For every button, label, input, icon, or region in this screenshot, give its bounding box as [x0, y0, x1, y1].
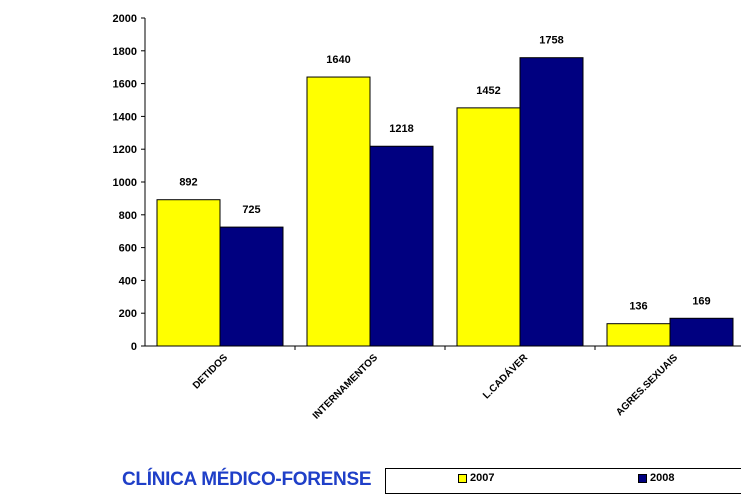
- legend-swatch-2007: [458, 473, 467, 483]
- legend-item-2008: 2008: [638, 472, 674, 484]
- chart-bars: [156, 57, 734, 347]
- category-label-1: INTERNAMENTOS: [311, 352, 381, 422]
- y-tick-label: 1200: [113, 144, 137, 156]
- y-tick-label: 200: [119, 308, 137, 320]
- y-tick-label: 2000: [113, 13, 137, 25]
- data-label-2007-1: 1640: [326, 54, 350, 66]
- bar-2007-1: [306, 76, 371, 347]
- bar-2007-0: [156, 199, 221, 347]
- category-label-3: AGRES.SEXUAIS: [614, 352, 680, 418]
- legend-label-2008: 2008: [650, 472, 675, 484]
- footer-title: CLÍNICA MÉDICO-FORENSE: [122, 469, 372, 490]
- bar-2007-2: [456, 107, 521, 347]
- data-label-2008-1: 1218: [389, 123, 413, 135]
- y-tick-label: 1400: [113, 111, 137, 123]
- bar-2008-1: [369, 145, 434, 347]
- y-tick-label: 400: [119, 275, 137, 287]
- data-label-2008-2: 1758: [539, 35, 563, 47]
- data-label-2008-3: 169: [692, 295, 710, 307]
- y-tick-label: 600: [119, 243, 137, 255]
- bar-2008-0: [219, 226, 284, 347]
- legend-swatch-2008: [638, 473, 647, 483]
- legend-item-2007: 2007: [458, 472, 494, 484]
- chart-legend: 2007 2008: [385, 468, 741, 494]
- legend-label-2007: 2007: [470, 472, 495, 484]
- data-label-2007-0: 892: [179, 177, 197, 189]
- data-label-2007-2: 1452: [476, 85, 500, 97]
- bar-2008-2: [519, 57, 584, 347]
- y-tick-label: 0: [131, 341, 137, 353]
- category-label-2: L.CADÁVER: [480, 350, 531, 401]
- data-label-2007-3: 136: [629, 301, 647, 313]
- chart-axes: 0 200 400 600 800 1000 1200 1400 1600 1800 2000: [113, 13, 741, 353]
- y-tick-label: 1000: [113, 177, 137, 189]
- y-tick-label: 1600: [113, 79, 137, 91]
- category-label-0: DETIDOS: [191, 352, 230, 391]
- y-tick-label: 800: [119, 210, 137, 222]
- bar-chart: 0 200 400 600 800 1000 1200 1400 1600 1800 2000 89…: [113, 13, 741, 422]
- data-label-2008-0: 725: [242, 204, 260, 216]
- y-tick-label: 1800: [113, 46, 137, 58]
- bar-2008-3: [669, 317, 734, 347]
- bar-2007-3: [606, 323, 671, 347]
